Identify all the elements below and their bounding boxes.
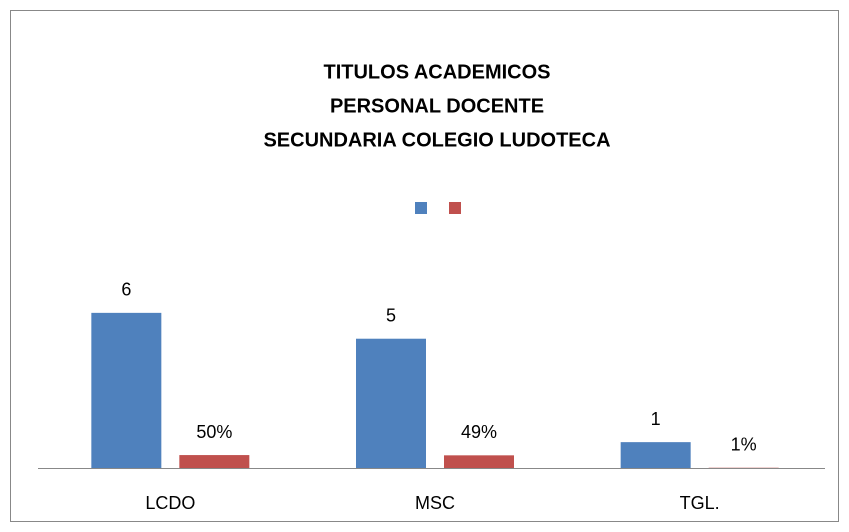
legend-swatch <box>415 202 427 214</box>
data-label: 49% <box>461 422 497 442</box>
data-label: 50% <box>196 422 232 442</box>
bar <box>91 312 162 468</box>
data-label: 6 <box>121 280 131 300</box>
bar <box>356 338 426 468</box>
chart-title: SECUNDARIA COLEGIO LUDOTECA <box>263 129 610 151</box>
chart-title: PERSONAL DOCENTE <box>330 95 544 117</box>
bar <box>444 455 514 468</box>
legend-swatch <box>449 202 461 214</box>
chart-title: TITULOS ACADEMICOS <box>323 61 550 83</box>
bar <box>620 442 691 468</box>
x-tick-label: MSC <box>415 493 455 513</box>
data-label: 1% <box>731 434 757 454</box>
x-tick-label: LCDO <box>145 493 195 513</box>
bar <box>179 455 250 468</box>
data-label: 5 <box>386 305 396 325</box>
data-label: 1 <box>651 409 661 429</box>
x-tick-label: TGL. <box>680 493 720 513</box>
